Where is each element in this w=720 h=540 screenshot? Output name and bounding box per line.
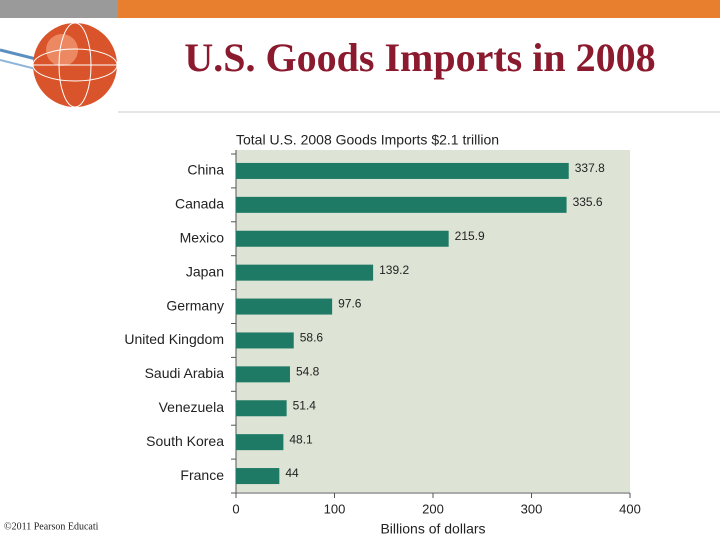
data-label: 48.1 (289, 432, 313, 446)
data-label: 215.9 (455, 229, 485, 243)
y-tick-label: United Kingdom (124, 331, 224, 347)
y-tick-label: Canada (175, 196, 224, 212)
data-label: 337.8 (575, 161, 605, 175)
bar (236, 264, 374, 281)
bar (236, 162, 569, 179)
y-tick-label: China (187, 162, 224, 178)
data-label: 335.6 (573, 195, 603, 209)
top-band-left (0, 0, 118, 18)
data-label: 58.6 (300, 331, 324, 345)
y-tick-label: Mexico (180, 229, 225, 245)
y-tick-label: Saudi Arabia (145, 365, 225, 381)
bar (236, 400, 287, 417)
x-tick-label: 300 (521, 501, 543, 516)
y-tick-label: South Korea (146, 433, 224, 449)
top-band (118, 0, 720, 18)
y-tick-label: France (180, 467, 224, 483)
bar (236, 366, 290, 383)
x-tick-label: 0 (232, 501, 239, 516)
slide-title: U.S. Goods Imports in 2008 (184, 35, 655, 80)
bar (236, 332, 294, 349)
bar (236, 468, 280, 485)
y-tick-label: Japan (186, 263, 224, 279)
y-tick-label: Venezuela (159, 399, 225, 415)
data-label: 97.6 (338, 297, 362, 311)
bar (236, 434, 284, 451)
globe-icon (0, 22, 118, 108)
bar (236, 298, 333, 315)
data-label: 44 (285, 466, 299, 480)
bar (236, 230, 449, 247)
x-axis-label: Billions of dollars (380, 521, 485, 537)
data-label: 51.4 (293, 398, 317, 412)
y-tick-label: Germany (166, 297, 224, 313)
data-label: 139.2 (379, 263, 409, 277)
bar (236, 196, 567, 213)
x-tick-label: 100 (324, 501, 346, 516)
x-tick-label: 400 (619, 501, 641, 516)
data-label: 54.8 (296, 365, 320, 379)
footer: ©2011 Pearson Educati (4, 521, 99, 532)
x-tick-label: 200 (422, 501, 444, 516)
chart-title: Total U.S. 2008 Goods Imports $2.1 trill… (236, 132, 499, 148)
